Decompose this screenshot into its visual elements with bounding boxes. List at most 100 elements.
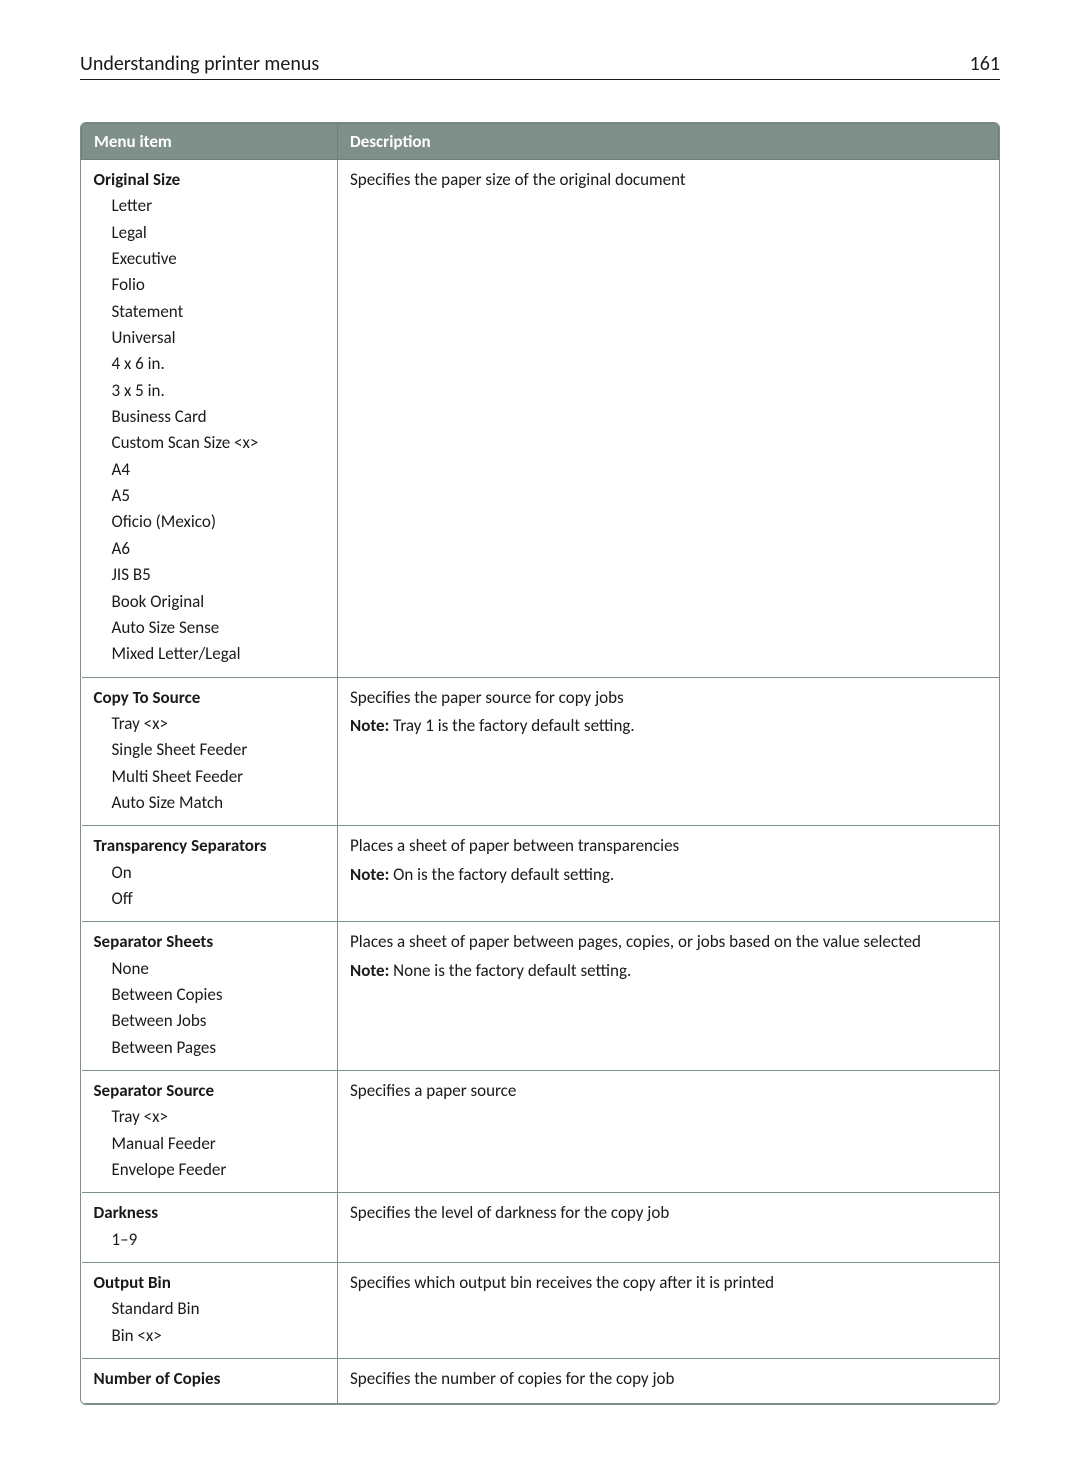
col-header-menu-item: Menu item <box>82 124 338 160</box>
menu-item-option: Business Card <box>112 404 328 430</box>
menu-item-name: Copy To Source <box>94 685 328 711</box>
menu-item-option: Legal <box>112 220 328 246</box>
description-cell: Specifies a paper source <box>338 1071 999 1193</box>
note-text: On is the factory default setting. <box>393 864 614 885</box>
page-number: 161 <box>970 52 1000 76</box>
description-note: Note: On is the factory default setting. <box>350 862 989 888</box>
col-header-description: Description <box>338 124 999 160</box>
menu-item-option: Custom Scan Size <x> <box>112 430 328 456</box>
menu-item-option: Auto Size Match <box>112 790 328 816</box>
menu-item-option: Executive <box>112 246 328 272</box>
menu-item-option: Mixed Letter/Legal <box>112 641 328 667</box>
menu-item-option: Envelope Feeder <box>112 1157 328 1183</box>
page-title: Understanding printer menus <box>80 52 319 76</box>
menu-item-option: Tray <x> <box>112 1104 328 1130</box>
menu-item-option: Between Jobs <box>112 1008 328 1034</box>
menu-item-cell: Separator SourceTray <x>Manual FeederEnv… <box>82 1071 338 1193</box>
menu-item-cell: Copy To SourceTray <x>Single Sheet Feede… <box>82 677 338 826</box>
menu-item-option: Between Copies <box>112 982 328 1008</box>
description-cell: Specifies the paper size of the original… <box>338 160 999 678</box>
description-text: Specifies the level of darkness for the … <box>350 1200 989 1226</box>
note-label: Note: <box>350 864 389 885</box>
description-note: Note: None is the factory default settin… <box>350 958 989 984</box>
menu-item-name: Transparency Separators <box>94 833 328 859</box>
menu-item-option: Between Pages <box>112 1035 328 1061</box>
note-label: Note: <box>350 960 389 981</box>
description-cell: Places a sheet of paper between pages, c… <box>338 922 999 1071</box>
description-text: Specifies the number of copies for the c… <box>350 1366 989 1392</box>
menu-table: Menu item Description Original SizeLette… <box>81 123 999 1404</box>
description-note: Note: Tray 1 is the factory default sett… <box>350 713 989 739</box>
menu-item-option: 3 x 5 in. <box>112 378 328 404</box>
menu-item-cell: Separator SheetsNoneBetween CopiesBetwee… <box>82 922 338 1071</box>
menu-item-option: Bin <x> <box>112 1323 328 1349</box>
menu-item-cell: Number of Copies <box>82 1359 338 1404</box>
menu-item-option: A5 <box>112 483 328 509</box>
menu-item-option: A6 <box>112 536 328 562</box>
description-text: Specifies a paper source <box>350 1078 989 1104</box>
menu-item-option: Standard Bin <box>112 1296 328 1322</box>
page-header: Understanding printer menus 161 <box>80 52 1000 80</box>
description-cell: Places a sheet of paper between transpar… <box>338 826 999 922</box>
menu-item-option: 1–9 <box>112 1227 328 1253</box>
menu-item-option: 4 x 6 in. <box>112 351 328 377</box>
table-row: Copy To SourceTray <x>Single Sheet Feede… <box>82 677 999 826</box>
menu-item-option: Statement <box>112 299 328 325</box>
menu-item-options: Tray <x>Manual FeederEnvelope Feeder <box>94 1104 328 1183</box>
menu-item-option: Oficio (Mexico) <box>112 509 328 535</box>
menu-item-option: Book Original <box>112 589 328 615</box>
table-row: Output BinStandard BinBin <x> Specifies w… <box>82 1263 999 1359</box>
menu-item-name: Separator Source <box>94 1078 328 1104</box>
description-text: Specifies which output bin receives the … <box>350 1270 989 1296</box>
description-cell: Specifies the level of darkness for the … <box>338 1193 999 1263</box>
menu-item-name: Separator Sheets <box>94 929 328 955</box>
menu-item-option: Tray <x> <box>112 711 328 737</box>
description-cell: Specifies the paper source for copy jobs… <box>338 677 999 826</box>
menu-item-option: None <box>112 956 328 982</box>
menu-item-cell: Transparency SeparatorsOnOff <box>82 826 338 922</box>
menu-item-option: Auto Size Sense <box>112 615 328 641</box>
menu-item-option: Multi Sheet Feeder <box>112 764 328 790</box>
menu-item-cell: Original SizeLetterLegalExecutiveFolioSt… <box>82 160 338 678</box>
menu-item-options: NoneBetween CopiesBetween JobsBetween Pa… <box>94 956 328 1061</box>
table-row: Transparency SeparatorsOnOff Places a she… <box>82 826 999 922</box>
table-row: Separator SheetsNoneBetween CopiesBetwee… <box>82 922 999 1071</box>
description-cell: Specifies which output bin receives the … <box>338 1263 999 1359</box>
menu-item-options: 1–9 <box>94 1227 328 1253</box>
menu-item-cell: Output BinStandard BinBin <x> <box>82 1263 338 1359</box>
menu-item-options: LetterLegalExecutiveFolioStatementUniver… <box>94 193 328 667</box>
menu-item-option: JIS B5 <box>112 562 328 588</box>
note-text: None is the factory default setting. <box>393 960 631 981</box>
menu-item-option: Folio <box>112 272 328 298</box>
table-head: Menu item Description <box>82 124 999 160</box>
table-row: Number of Copies Specifies the number of … <box>82 1359 999 1404</box>
menu-item-option: Manual Feeder <box>112 1131 328 1157</box>
note-label: Note: <box>350 715 389 736</box>
menu-item-option: A4 <box>112 457 328 483</box>
note-text: Tray 1 is the factory default setting. <box>393 715 635 736</box>
table-row: Separator SourceTray <x>Manual FeederEnv… <box>82 1071 999 1193</box>
menu-item-name: Original Size <box>94 167 328 193</box>
menu-item-option: Off <box>112 886 328 912</box>
menu-item-name: Output Bin <box>94 1270 328 1296</box>
menu-item-options: Tray <x>Single Sheet FeederMulti Sheet F… <box>94 711 328 816</box>
menu-table-wrap: Menu item Description Original SizeLette… <box>80 122 1000 1405</box>
menu-item-option: Universal <box>112 325 328 351</box>
description-text: Specifies the paper size of the original… <box>350 167 989 193</box>
description-text: Places a sheet of paper between pages, c… <box>350 929 989 955</box>
menu-item-option: Letter <box>112 193 328 219</box>
table-body: Original SizeLetterLegalExecutiveFolioSt… <box>82 160 999 1404</box>
menu-item-name: Number of Copies <box>94 1366 328 1392</box>
menu-item-options: Standard BinBin <x> <box>94 1296 328 1349</box>
menu-item-name: Darkness <box>94 1200 328 1226</box>
description-text: Specifies the paper source for copy jobs <box>350 685 989 711</box>
description-text: Places a sheet of paper between transpar… <box>350 833 989 859</box>
table-header-row: Menu item Description <box>82 124 999 160</box>
menu-item-option: Single Sheet Feeder <box>112 737 328 763</box>
page: Understanding printer menus 161 Menu ite… <box>0 0 1080 1465</box>
menu-item-cell: Darkness1–9 <box>82 1193 338 1263</box>
menu-item-options: OnOff <box>94 860 328 913</box>
description-cell: Specifies the number of copies for the c… <box>338 1359 999 1404</box>
menu-item-option: On <box>112 860 328 886</box>
table-row: Original SizeLetterLegalExecutiveFolioSt… <box>82 160 999 678</box>
